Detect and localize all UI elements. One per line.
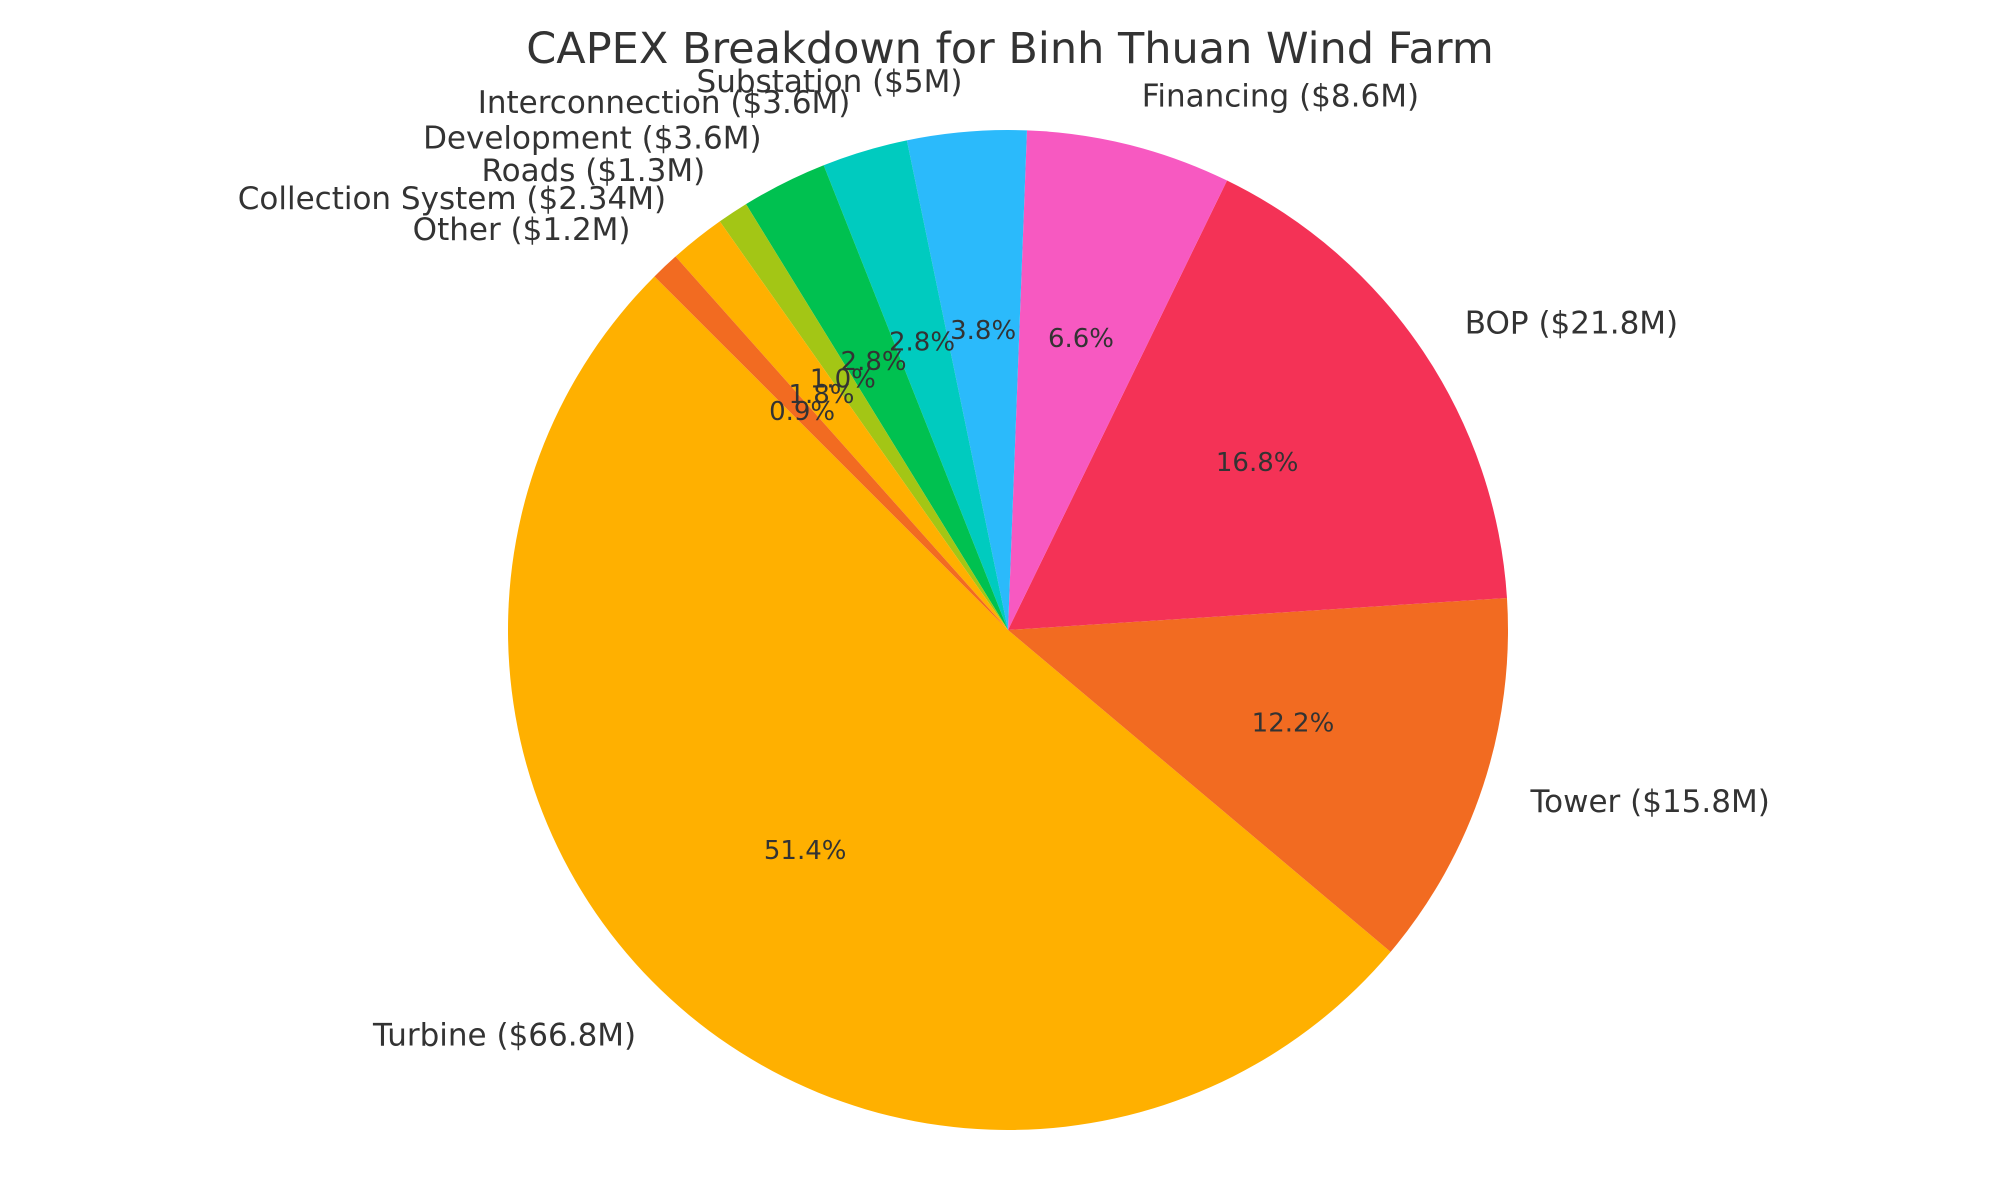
pie-slices	[508, 130, 1508, 1130]
pie-slice-development	[745, 165, 1008, 630]
slice-label-interconnection: Interconnection ($3.6M)	[478, 85, 851, 121]
slice-label-roads: Roads ($1.3M)	[481, 153, 705, 189]
slice-label-financing: Financing ($8.6M)	[1142, 79, 1419, 115]
percent-label-financing: 6.6%	[1048, 324, 1114, 354]
slice-label-substation: Substation ($5M)	[697, 64, 963, 100]
pie-slice-roads	[719, 204, 1008, 631]
percent-label-tower: 12.2%	[1252, 709, 1335, 739]
slice-labels: Turbine ($66.8M) Tower ($15.8M) BOP ($21.8…	[238, 64, 1770, 1053]
slice-label-turbine: Turbine ($66.8M)	[372, 1017, 636, 1053]
pie-slice-collection-system	[675, 221, 1008, 630]
percent-label-roads: 1.0%	[810, 365, 876, 395]
pie-slice-tower	[1008, 598, 1508, 952]
percent-label-collection-system: 1.8%	[788, 380, 854, 410]
slice-label-development: Development ($3.6M)	[423, 120, 762, 156]
slice-label-tower: Tower ($15.8M)	[1529, 784, 1769, 820]
pie-slice-bop	[1008, 180, 1507, 630]
chart-title: CAPEX Breakdown for Binh Thuan Wind Farm	[526, 24, 1493, 74]
pie-slice-interconnection	[823, 140, 1008, 630]
slice-label-bop: BOP ($21.8M)	[1465, 306, 1678, 342]
percent-label-substation: 3.8%	[950, 316, 1016, 346]
slice-label-other: Other ($1.2M)	[413, 212, 631, 248]
percent-label-bop: 16.8%	[1216, 448, 1299, 478]
slice-label-collection-system: Collection System ($2.34M)	[238, 181, 666, 217]
percent-labels: 51.4%12.2%16.8%6.6%3.8%2.8%2.8%1.0%1.8%0…	[764, 316, 1334, 866]
pie-slice-financing	[1008, 130, 1228, 630]
percent-label-interconnection: 2.8%	[889, 328, 955, 358]
percent-label-other: 0.9%	[769, 397, 835, 427]
pie-slice-substation	[906, 130, 1027, 630]
pie-slice-turbine	[508, 276, 1391, 1130]
percent-label-development: 2.8%	[841, 347, 907, 377]
pie-slice-other	[654, 256, 1008, 630]
percent-label-turbine: 51.4%	[764, 836, 847, 866]
